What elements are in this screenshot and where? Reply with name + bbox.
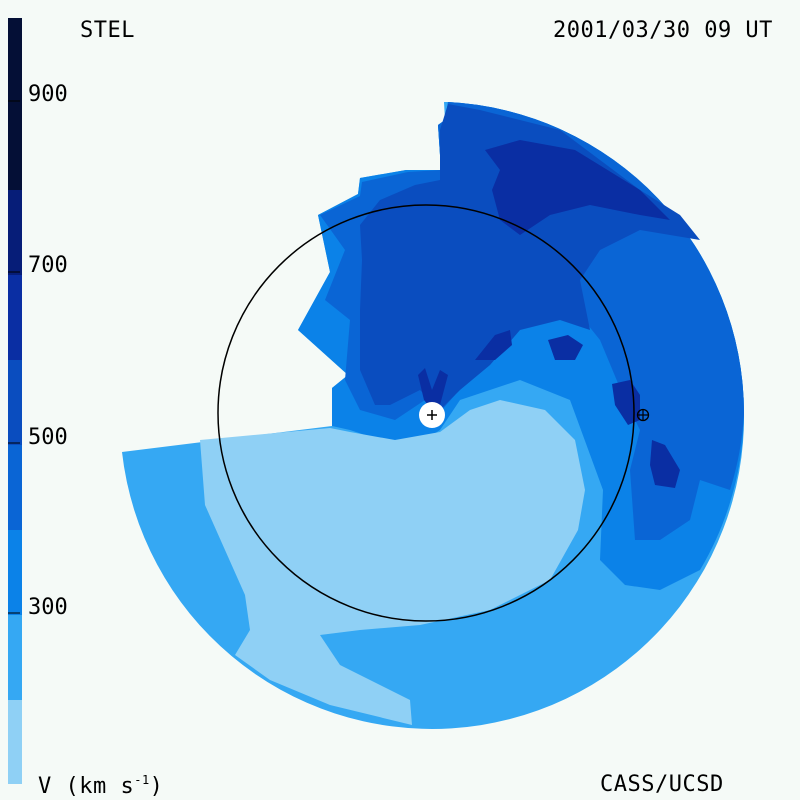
colorbar-band-6 <box>8 275 22 360</box>
velocity-region-600-700-patch-4 <box>650 440 680 488</box>
sun-marker <box>419 402 445 428</box>
colorbar-band-3 <box>8 530 22 615</box>
unit-exponent: -1 <box>134 773 150 787</box>
unit-text: V (km s <box>38 774 135 799</box>
velocity-colorbar <box>8 18 22 784</box>
colorbar-band-1 <box>8 700 22 784</box>
colorbar-label-500: 500 <box>28 425 68 450</box>
colorbar-band-7 <box>8 190 22 275</box>
unit-close: ) <box>149 774 164 799</box>
velocity-region-below-200 <box>200 400 585 725</box>
colorbar-band-2 <box>8 615 22 700</box>
colorbar-band-8 <box>8 18 22 190</box>
velocity-region-600-700-north <box>485 140 670 235</box>
colorbar-label-700: 700 <box>28 253 68 278</box>
colorbar-band-5 <box>8 360 22 445</box>
colorbar-label-300: 300 <box>28 595 68 620</box>
credit-label: CASS/UCSD <box>600 772 724 797</box>
velocity-region-600-700-patch-5 <box>418 368 448 410</box>
velocity-unit-label: V (km s-1) <box>38 774 163 798</box>
observatory-label: STEL <box>80 18 135 43</box>
earth-marker <box>636 408 650 422</box>
velocity-region-600-700-patch-1 <box>475 330 512 360</box>
velocity-region-600-700-patch-2 <box>548 335 583 360</box>
colorbar-band-4 <box>8 445 22 530</box>
earth-orbit-circle <box>217 204 635 622</box>
colorbar-label-900: 900 <box>28 82 68 107</box>
timestamp-label: 2001/03/30 09 UT <box>553 18 773 43</box>
